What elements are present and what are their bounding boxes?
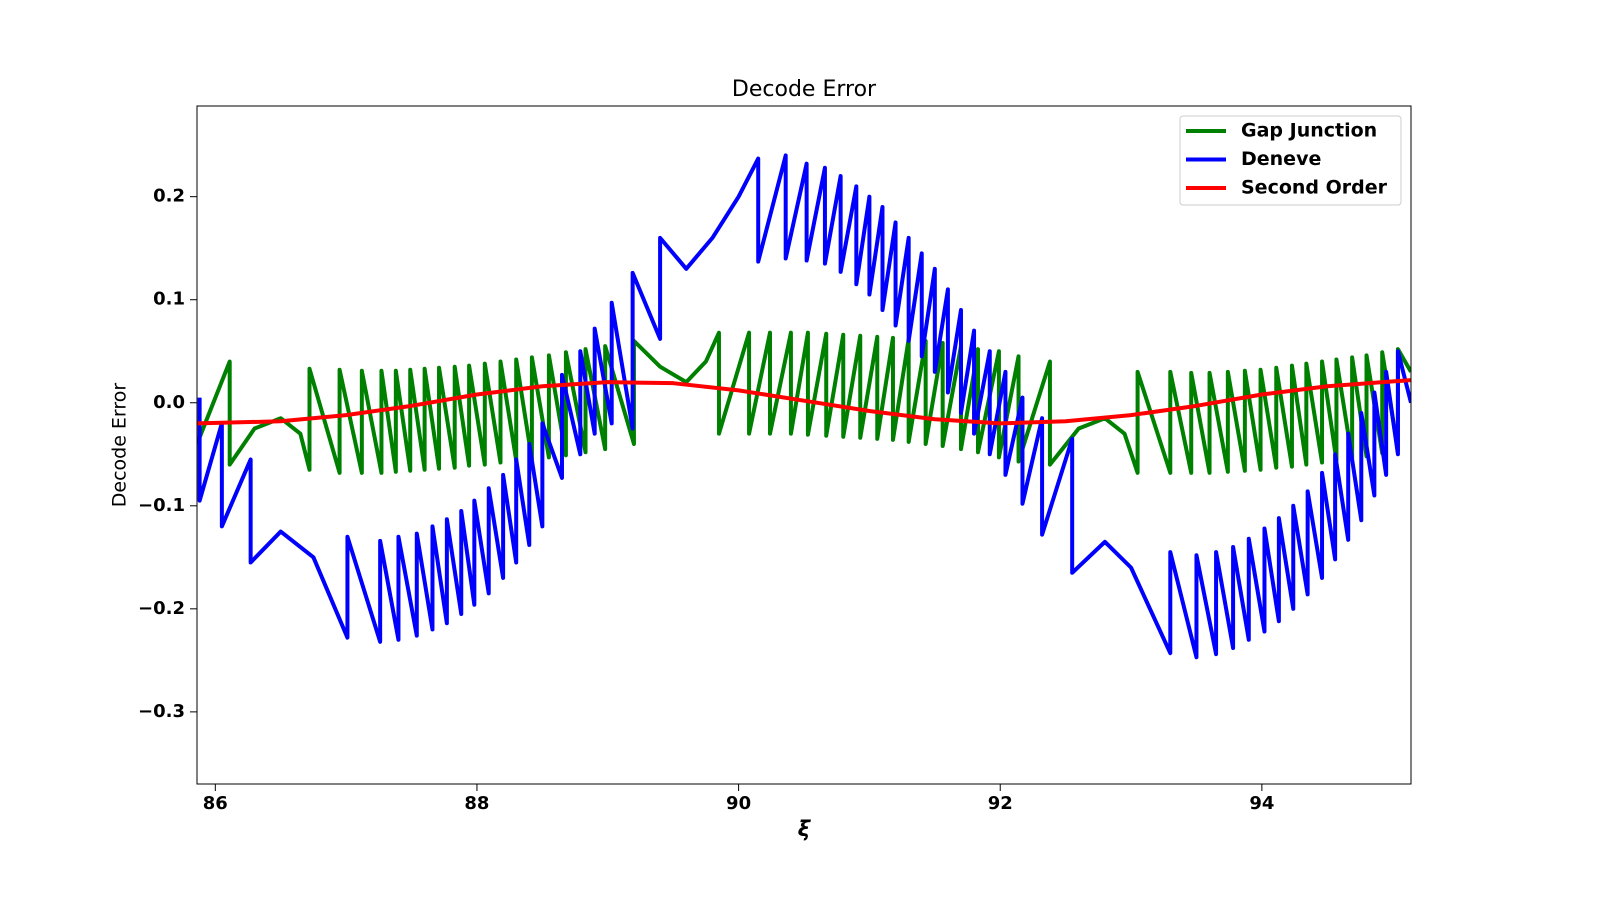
y-axis-label: Decode Error	[109, 383, 131, 508]
series-line	[197, 330, 1411, 475]
y-tick-label: 0.1	[153, 289, 185, 310]
x-axis-label: ξ	[798, 817, 812, 841]
legend-label: Deneve	[1241, 148, 1321, 170]
legend-label: Gap Junction	[1241, 120, 1377, 142]
x-tick-label: 92	[988, 793, 1013, 814]
y-tick-label: −0.1	[138, 495, 185, 516]
series-line	[197, 153, 1411, 660]
x-tick-label: 88	[464, 793, 489, 814]
y-tick-label: −0.3	[138, 701, 185, 722]
series-line	[197, 378, 1411, 426]
y-tick-label: 0.0	[153, 392, 185, 413]
legend-box	[1179, 115, 1402, 206]
legend-label: Second Order	[1241, 177, 1388, 199]
chart-title: Decode Error	[732, 77, 877, 102]
x-tick-label: 86	[203, 793, 228, 814]
x-tick-label: 90	[726, 793, 751, 814]
plot-frame	[196, 105, 1412, 785]
y-tick-label: 0.2	[153, 186, 185, 207]
x-tick-label: 94	[1249, 793, 1274, 814]
y-tick-label: −0.2	[138, 598, 185, 619]
